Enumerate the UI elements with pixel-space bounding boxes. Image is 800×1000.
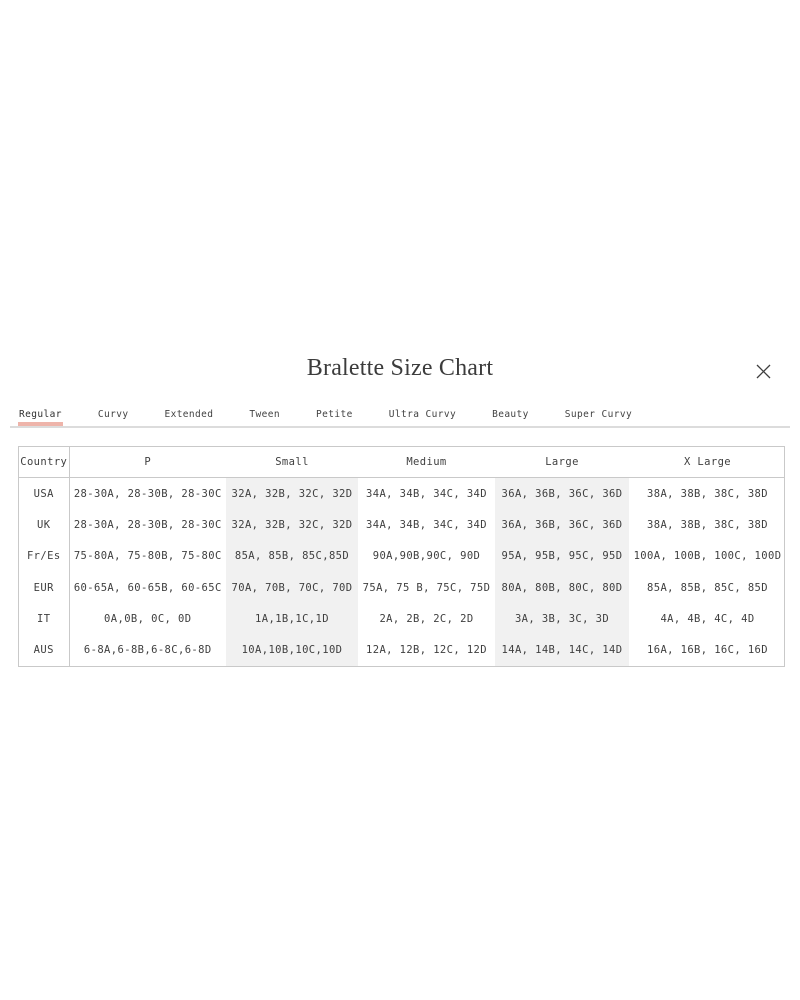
- column-header-p: P: [69, 447, 226, 478]
- size-cell: 0A,0B, 0C, 0D: [104, 612, 192, 625]
- close-button[interactable]: [747, 355, 779, 387]
- country-cell: Fr/Es: [19, 540, 70, 572]
- size-cell: 90A,90B,90C, 90D: [372, 550, 481, 563]
- size-cell: 4A, 4B, 4C, 4D: [660, 612, 755, 625]
- column-header-country: Country: [19, 447, 70, 478]
- size-cell: 75-80A, 75-80B, 75-80C: [73, 550, 222, 563]
- size-cell: 36A, 36B, 36C, 36D: [495, 509, 629, 541]
- modal-title: Bralette Size Chart: [306, 355, 494, 381]
- column-header-x-large: X Large: [629, 447, 784, 478]
- size-cell: 80A, 80B, 80C, 80D: [495, 571, 629, 604]
- size-cell: 2A, 2B, 2C, 2D: [379, 612, 474, 625]
- country-cell: EUR: [19, 571, 70, 604]
- country-cell: IT: [19, 603, 70, 635]
- country-cell: USA: [19, 477, 70, 510]
- tab-petite[interactable]: Petite: [316, 409, 353, 420]
- size-cell: 36A, 36B, 36C, 36D: [495, 477, 629, 510]
- country-cell: AUS: [19, 634, 70, 666]
- tab-extended[interactable]: Extended: [164, 409, 214, 420]
- table-row-usa: USA 28-30A, 28-30B, 28-30C 32A, 32B, 32C…: [19, 477, 784, 510]
- close-icon: [756, 364, 770, 378]
- column-header-small: Small: [226, 447, 358, 478]
- size-cell: 85A, 85B, 85C, 85D: [647, 581, 768, 594]
- tab-curvy[interactable]: Curvy: [97, 409, 129, 420]
- size-cell: 38A, 38B, 38C, 38D: [647, 518, 768, 531]
- size-cell: 28-30A, 28-30B, 28-30C: [73, 518, 222, 531]
- table-row-it: IT 0A,0B, 0C, 0D 1A,1B,1C,1D 2A, 2B, 2C,…: [19, 603, 784, 635]
- size-cell: 10A,10B,10C,10D: [226, 634, 358, 666]
- size-cell: 28-30A, 28-30B, 28-30C: [73, 487, 222, 500]
- tab-bar: Regular Curvy Extended Tween Petite Ultr…: [10, 407, 790, 428]
- size-cell: 95A, 95B, 95C, 95D: [495, 540, 629, 572]
- size-chart-table-container[interactable]: Country P Small Medium Large X Large USA…: [18, 446, 785, 667]
- tab-super-curvy[interactable]: Super Curvy: [564, 409, 633, 420]
- size-cell: 16A, 16B, 16C, 16D: [647, 644, 768, 657]
- size-cell: 60-65A, 60-65B, 60-65C: [73, 581, 222, 594]
- size-cell: 75A, 75 B, 75C, 75D: [362, 581, 491, 594]
- size-cell: 3A, 3B, 3C, 3D: [495, 603, 629, 635]
- tab-regular[interactable]: Regular: [18, 407, 63, 426]
- tab-tween[interactable]: Tween: [249, 409, 281, 420]
- tab-ultra-curvy[interactable]: Ultra Curvy: [388, 409, 457, 420]
- size-cell: 14A, 14B, 14C, 14D: [495, 634, 629, 666]
- column-header-medium: Medium: [358, 447, 495, 478]
- size-cell: 34A, 34B, 34C, 34D: [366, 518, 487, 531]
- size-cell: 12A, 12B, 12C, 12D: [366, 644, 487, 657]
- size-cell: 38A, 38B, 38C, 38D: [647, 487, 768, 500]
- table-row-fr-es: Fr/Es 75-80A, 75-80B, 75-80C 85A, 85B, 8…: [19, 540, 784, 572]
- size-cell: 6-8A,6-8B,6-8C,6-8D: [83, 644, 212, 657]
- size-cell: 32A, 32B, 32C, 32D: [226, 509, 358, 541]
- size-cell: 1A,1B,1C,1D: [226, 603, 358, 635]
- size-cell: 70A, 70B, 70C, 70D: [226, 571, 358, 604]
- header-row: Country P Small Medium Large X Large: [19, 447, 784, 478]
- tab-beauty[interactable]: Beauty: [492, 409, 529, 420]
- column-header-large: Large: [495, 447, 629, 478]
- size-cell: 85A, 85B, 85C,85D: [226, 540, 358, 572]
- size-cell: 100A, 100B, 100C, 100D: [633, 550, 782, 563]
- table-row-aus: AUS 6-8A,6-8B,6-8C,6-8D 10A,10B,10C,10D …: [19, 634, 784, 666]
- country-cell: UK: [19, 509, 70, 541]
- size-cell: 32A, 32B, 32C, 32D: [226, 477, 358, 510]
- size-cell: 34A, 34B, 34C, 34D: [366, 487, 487, 500]
- table-row-uk: UK 28-30A, 28-30B, 28-30C 32A, 32B, 32C,…: [19, 509, 784, 541]
- table-row-eur: EUR 60-65A, 60-65B, 60-65C 70A, 70B, 70C…: [19, 571, 784, 604]
- size-chart-table: Country P Small Medium Large X Large USA…: [19, 447, 784, 666]
